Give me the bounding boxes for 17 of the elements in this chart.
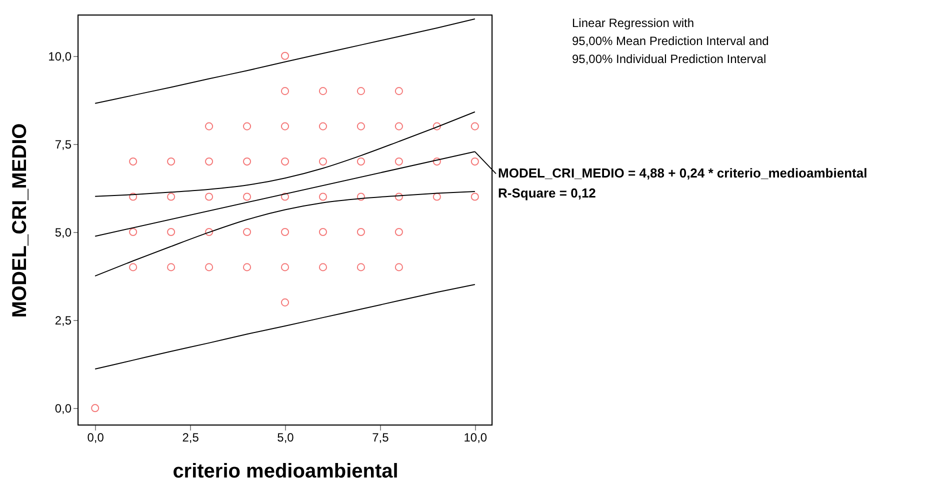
text: 95,00% Mean Prediction Interval and: [572, 34, 769, 48]
y-tick-label: 0,0: [54, 402, 72, 416]
y-axis-title: MODEL_CRI_MEDIO: [9, 123, 32, 318]
x-tick-label: 2,5: [182, 430, 200, 444]
text: Linear Regression with: [572, 16, 694, 30]
x-axis-title: criterio medioambiental: [172, 460, 398, 482]
y-tick-label: 10,0: [48, 49, 72, 64]
text: 95,00% Individual Prediction Interval: [572, 52, 766, 66]
x-tick-label: 0,0: [87, 430, 104, 444]
x-tick-label: 5,0: [277, 430, 294, 444]
y-tick-label: 2,5: [54, 314, 72, 328]
annotation: MODEL_CRI_MEDIO = 4,88 + 0,24 * criterio_medioambiental: [498, 166, 868, 181]
text: R-Square = 0,12: [498, 186, 596, 201]
x-tick-label: 7,5: [372, 430, 390, 444]
y-tick-label: 5,0: [54, 225, 72, 240]
y-tick-label: 7,5: [54, 137, 72, 152]
x-tick-label: 10,0: [464, 430, 488, 444]
